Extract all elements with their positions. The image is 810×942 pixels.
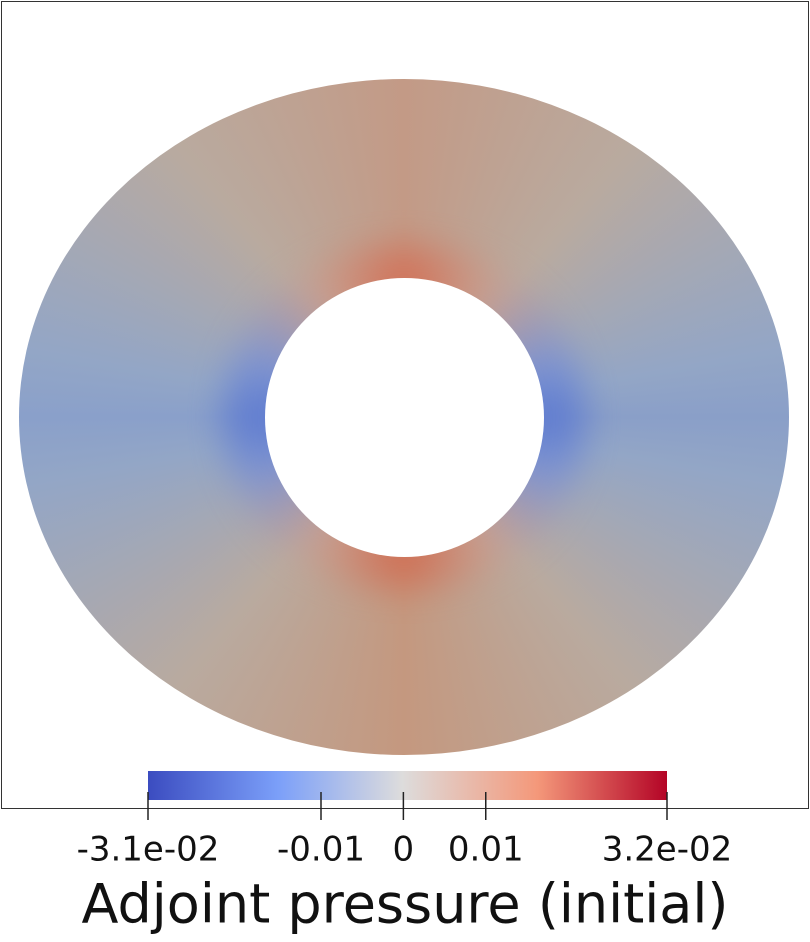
colorbar-tick-label: 0 (393, 830, 415, 870)
render-frame (1, 1, 809, 809)
colorbar (148, 771, 667, 800)
colorbar-tick-label: -0.01 (277, 830, 365, 870)
colorbar-tick-label: 0.01 (448, 830, 524, 870)
colorbar-tick-label: -3.1e-02 (77, 830, 220, 870)
colorbar-title: Adjoint pressure (initial) (82, 873, 729, 936)
colorbar-tick-label: 3.2e-02 (602, 830, 733, 870)
annulus-hole (265, 278, 544, 557)
